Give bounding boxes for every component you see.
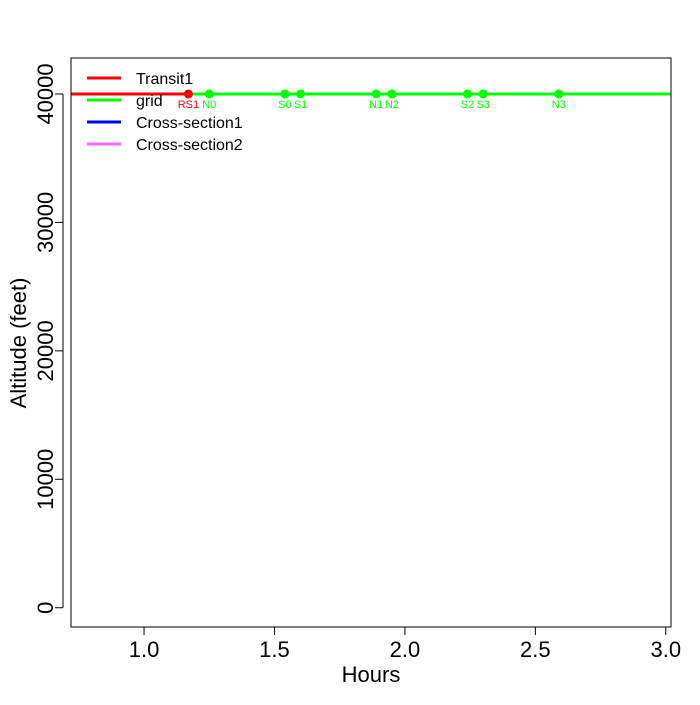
point-n2 xyxy=(387,89,397,99)
x-tick-label: 2.5 xyxy=(520,637,551,662)
point-label-s3: S3 xyxy=(476,99,489,111)
x-tick-label: 2.0 xyxy=(390,637,421,662)
y-tick-label: 40000 xyxy=(33,63,58,124)
point-label-s0: S0 xyxy=(278,99,291,111)
x-axis-label: Hours xyxy=(342,662,401,687)
legend-label: grid xyxy=(136,93,163,110)
point-s1 xyxy=(296,89,306,99)
point-s2 xyxy=(463,89,473,99)
point-label-n1: N1 xyxy=(369,99,383,111)
point-s0 xyxy=(280,89,290,99)
y-tick-label: 10000 xyxy=(33,449,58,510)
point-label-s2: S2 xyxy=(461,99,474,111)
x-tick-label: 1.5 xyxy=(259,637,290,662)
x-tick-label: 3.0 xyxy=(650,637,681,662)
point-label-s1: S1 xyxy=(294,99,307,111)
point-label-n3: N3 xyxy=(552,99,566,111)
point-s3 xyxy=(478,89,488,99)
y-tick-label: 30000 xyxy=(33,192,58,253)
point-label-n0: N0 xyxy=(202,99,216,111)
y-tick-label: 0 xyxy=(33,602,58,614)
y-tick-label: 20000 xyxy=(33,320,58,381)
point-rs1 xyxy=(183,89,193,99)
plot-layer: RS1 N0 S0 S1 N1 N2 S2 S3 N3 xyxy=(71,89,671,111)
legend: Transit1 grid Cross-section1 Cross-section2 xyxy=(87,71,243,154)
y-axis-label: Altitude (feet) xyxy=(6,278,31,409)
point-n0 xyxy=(204,89,214,99)
point-label-rs1: RS1 xyxy=(178,99,199,111)
x-tick-label: 1.0 xyxy=(129,637,160,662)
point-label-n2: N2 xyxy=(385,99,399,111)
point-n1 xyxy=(371,89,381,99)
legend-label: Transit1 xyxy=(136,71,193,88)
legend-label: Cross-section1 xyxy=(136,115,243,132)
legend-label: Cross-section2 xyxy=(136,137,243,154)
axis-layer: 1.0 1.5 2.0 2.5 3.0 0 10000 20000 30000 40000 xyxy=(33,63,681,662)
point-n3 xyxy=(554,89,564,99)
